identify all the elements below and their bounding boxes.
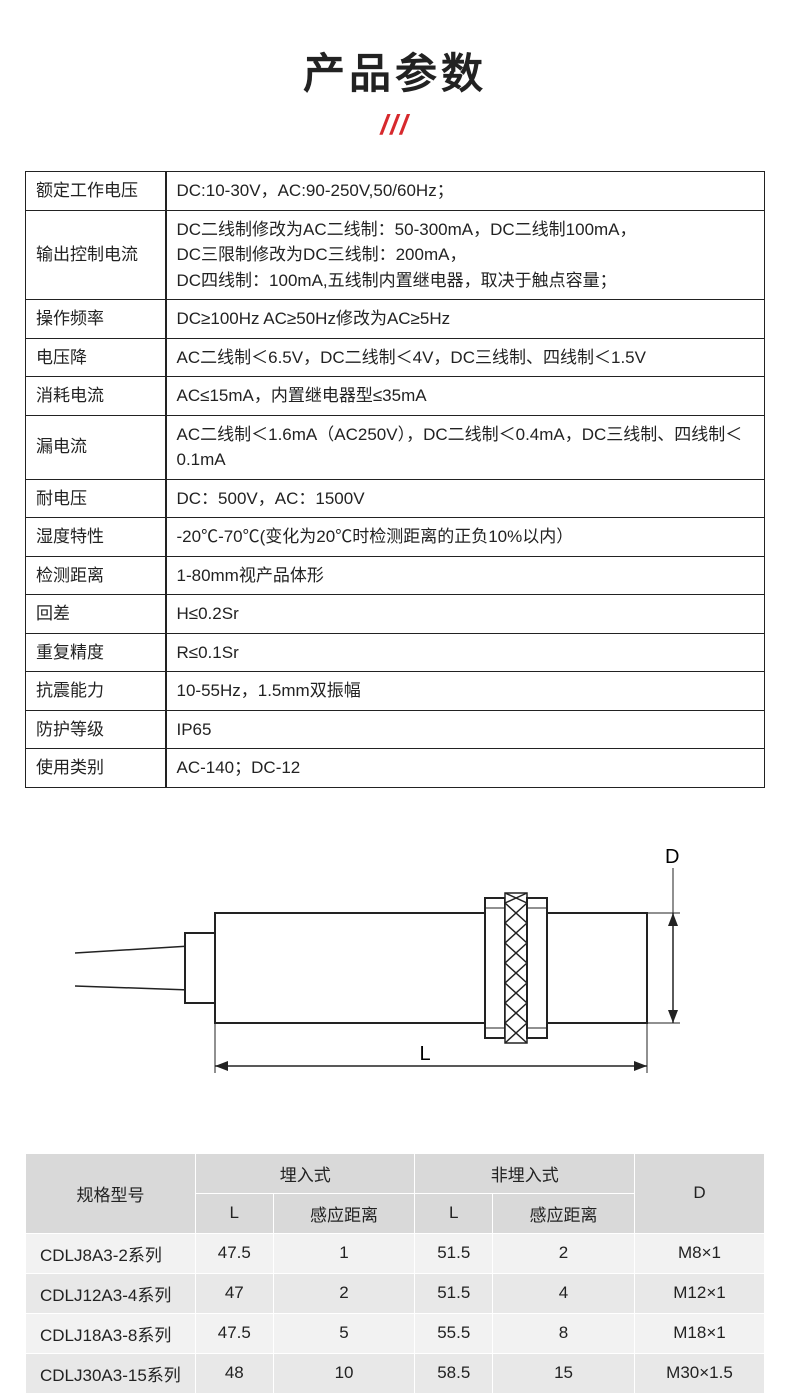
spec-cell: 2 (273, 1273, 415, 1313)
param-label: 检测距离 (26, 556, 166, 595)
spec-cell: 4 (493, 1273, 635, 1313)
param-label: 湿度特性 (26, 518, 166, 557)
table-row: CDLJ18A3-8系列47.5555.58M18×1 (26, 1313, 765, 1353)
param-label: 操作频率 (26, 300, 166, 339)
spec-header-model: 规格型号 (26, 1153, 196, 1233)
param-value: DC≥100Hz AC≥50Hz修改为AC≥5Hz (166, 300, 765, 339)
spec-cell: 55.5 (415, 1313, 493, 1353)
param-label: 抗震能力 (26, 672, 166, 711)
param-label: 漏电流 (26, 415, 166, 479)
table-row: CDLJ12A3-4系列47251.54M12×1 (26, 1273, 765, 1313)
dimension-diagram: D L (25, 838, 765, 1103)
param-value: AC-140；DC-12 (166, 749, 765, 788)
diagram-d-label: D (665, 846, 679, 868)
spec-cell: 8 (493, 1313, 635, 1353)
spec-header-d: D (635, 1153, 765, 1233)
param-label: 防护等级 (26, 710, 166, 749)
spec-table: 规格型号 埋入式 非埋入式 D L 感应距离 L 感应距离 CDLJ8A3-2系… (25, 1153, 765, 1394)
spec-cell: 5 (273, 1313, 415, 1353)
spec-cell: 47 (196, 1273, 274, 1313)
param-label: 使用类别 (26, 749, 166, 788)
param-label: 输出控制电流 (26, 210, 166, 300)
param-label: 重复精度 (26, 633, 166, 672)
spec-cell: 15 (493, 1353, 635, 1393)
spec-header-l: L (415, 1193, 493, 1233)
spec-cell: CDLJ8A3-2系列 (26, 1233, 196, 1273)
parameters-table: 额定工作电压DC:10-30V，AC:90-250V,50/60Hz；输出控制电… (25, 171, 765, 788)
spec-header-dist: 感应距离 (493, 1193, 635, 1233)
spec-cell: 10 (273, 1353, 415, 1393)
spec-cell: CDLJ30A3-15系列 (26, 1353, 196, 1393)
spec-cell: M18×1 (635, 1313, 765, 1353)
param-value: 10-55Hz，1.5mm双振幅 (166, 672, 765, 711)
table-row: CDLJ8A3-2系列47.5151.52M8×1 (26, 1233, 765, 1273)
spec-cell: 47.5 (196, 1313, 274, 1353)
param-value: IP65 (166, 710, 765, 749)
diagram-l-label: L (419, 1043, 430, 1065)
spec-cell: 47.5 (196, 1233, 274, 1273)
spec-cell: CDLJ18A3-8系列 (26, 1313, 196, 1353)
spec-cell: 48 (196, 1353, 274, 1393)
spec-header-dist: 感应距离 (273, 1193, 415, 1233)
param-label: 电压降 (26, 338, 166, 377)
param-value: R≤0.1Sr (166, 633, 765, 672)
param-value: AC≤15mA，内置继电器型≤35mA (166, 377, 765, 416)
param-label: 回差 (26, 595, 166, 634)
spec-cell: CDLJ12A3-4系列 (26, 1273, 196, 1313)
param-value: -20℃-70℃(变化为20℃时检测距离的正负10%以内） (166, 518, 765, 557)
spec-header-nonflush: 非埋入式 (415, 1153, 635, 1193)
param-label: 消耗电流 (26, 377, 166, 416)
table-row: CDLJ30A3-15系列481058.515M30×1.5 (26, 1353, 765, 1393)
spec-cell: M8×1 (635, 1233, 765, 1273)
spec-header-flush: 埋入式 (196, 1153, 415, 1193)
spec-cell: 2 (493, 1233, 635, 1273)
param-value: DC：500V，AC：1500V (166, 479, 765, 518)
param-value: H≤0.2Sr (166, 595, 765, 634)
spec-cell: M12×1 (635, 1273, 765, 1313)
spec-header-l: L (196, 1193, 274, 1233)
param-label: 耐电压 (26, 479, 166, 518)
param-value: AC二线制＜1.6mA（AC250V），DC二线制＜0.4mA，DC三线制、四线… (166, 415, 765, 479)
page-title: 产品参数 (0, 40, 790, 101)
spec-cell: 58.5 (415, 1353, 493, 1393)
title-divider: /// (0, 109, 790, 141)
spec-cell: 1 (273, 1233, 415, 1273)
param-label: 额定工作电压 (26, 172, 166, 211)
spec-cell: 51.5 (415, 1233, 493, 1273)
param-value: DC二线制修改为AC二线制：50-300mA，DC二线制100mA， DC三限制… (166, 210, 765, 300)
param-value: AC二线制＜6.5V，DC二线制＜4V，DC三线制、四线制＜1.5V (166, 338, 765, 377)
param-value: 1-80mm视产品体形 (166, 556, 765, 595)
spec-cell: 51.5 (415, 1273, 493, 1313)
param-value: DC:10-30V，AC:90-250V,50/60Hz； (166, 172, 765, 211)
spec-cell: M30×1.5 (635, 1353, 765, 1393)
